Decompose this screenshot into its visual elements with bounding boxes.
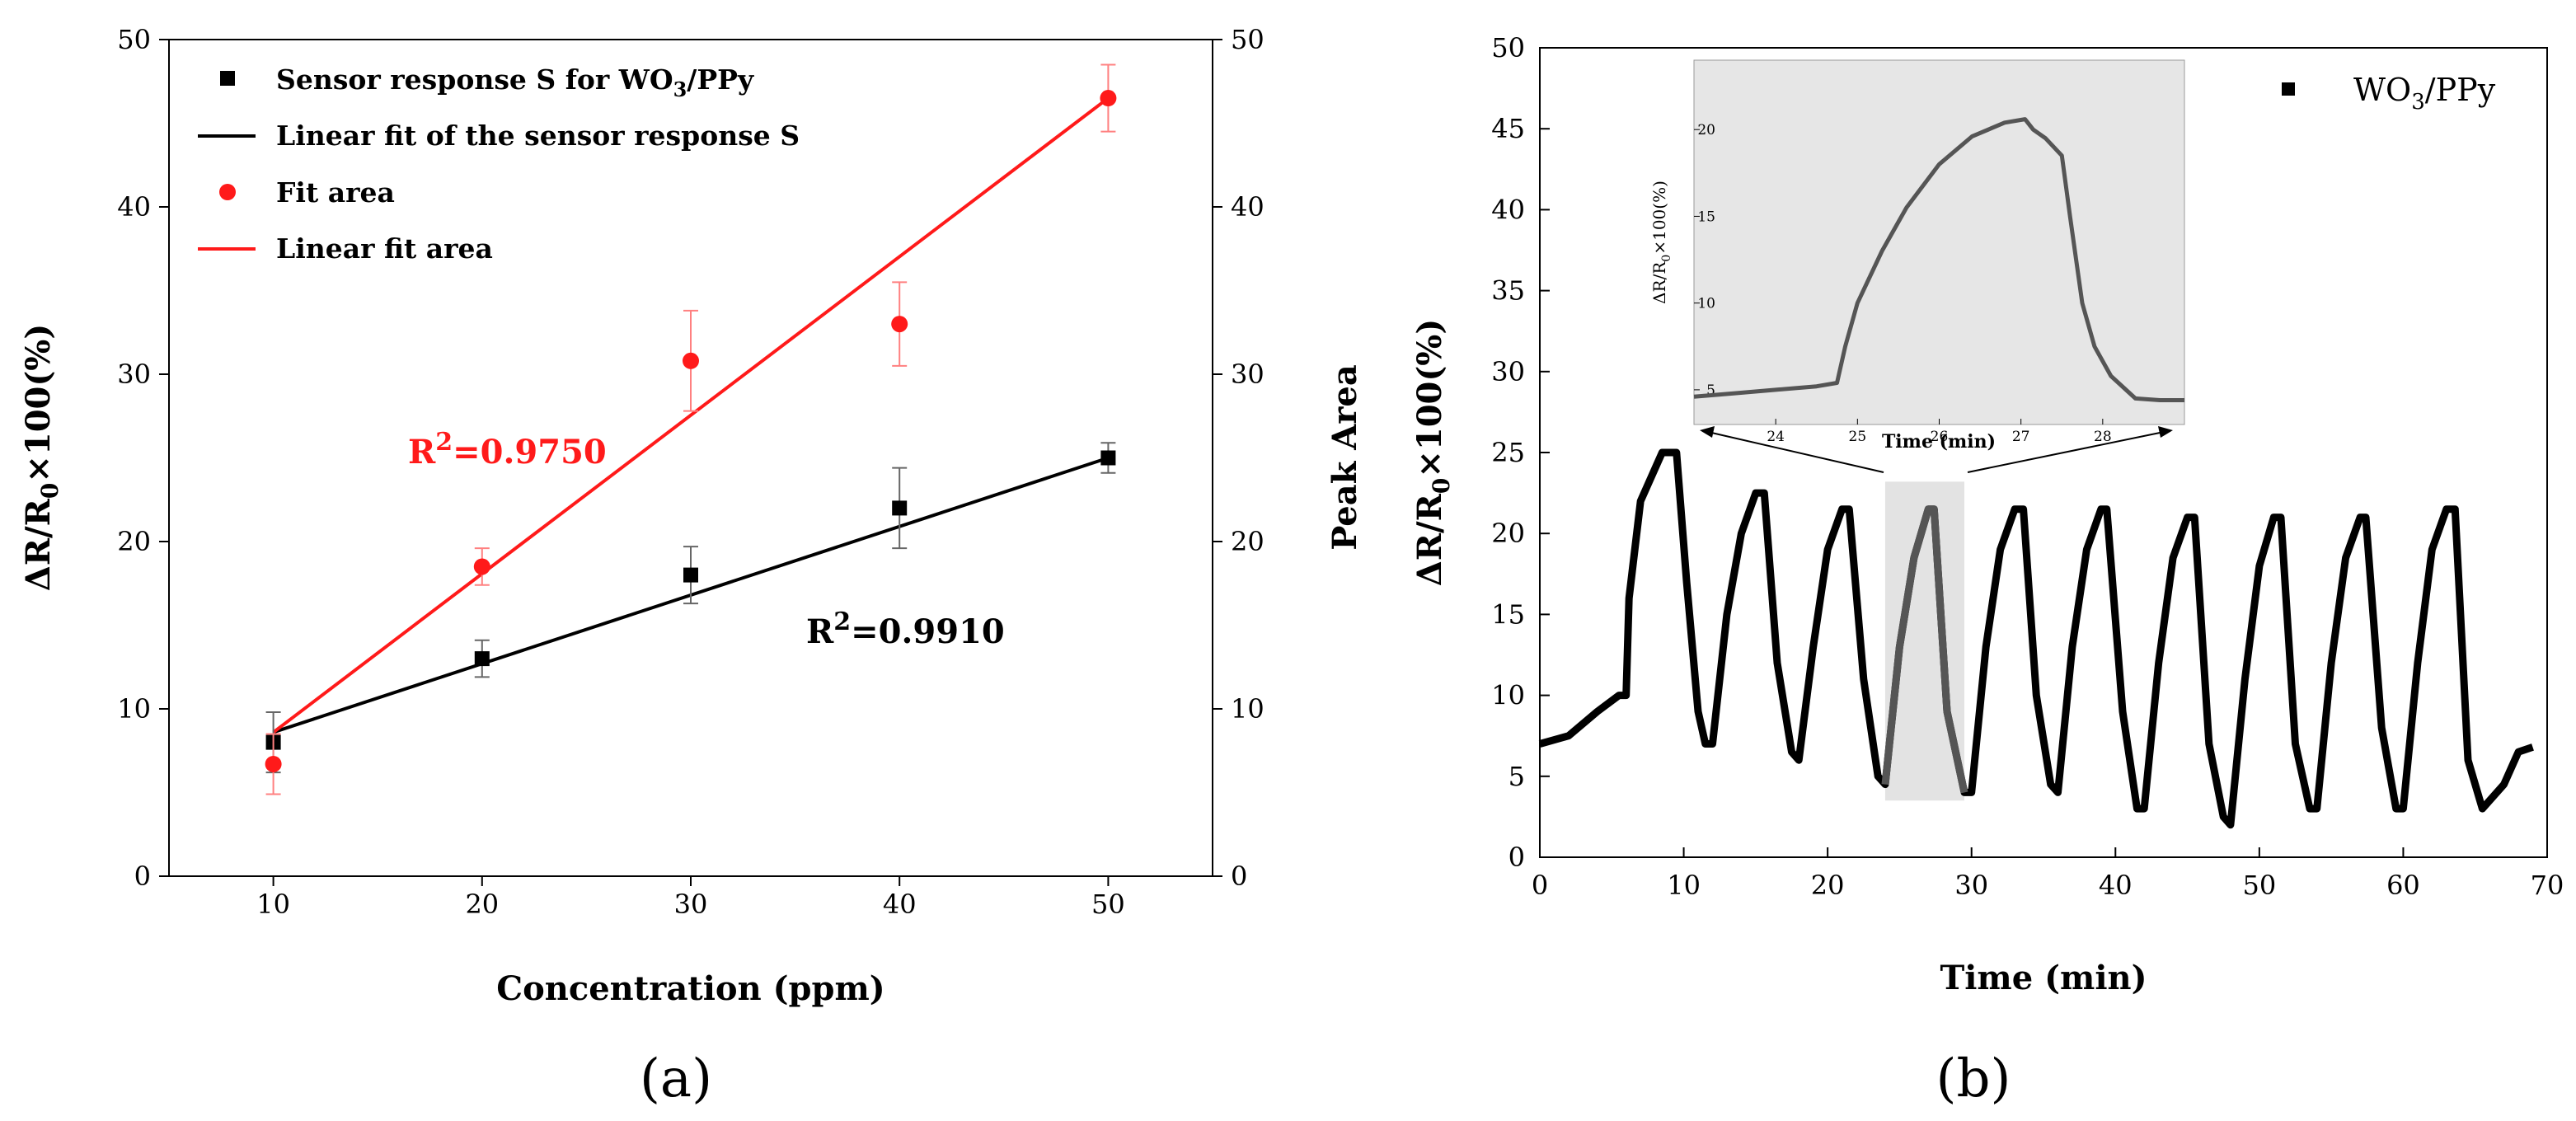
panel-a-frame xyxy=(168,39,1213,877)
panel-a-xlabel: Concentration (ppm) xyxy=(496,969,884,1008)
inset-ylabel: ΔR/R0×100(%) xyxy=(1649,181,1673,304)
data-point-circle xyxy=(891,316,908,333)
r2-black-annotation: R2=0.9910 xyxy=(806,607,1005,651)
data-point-circle xyxy=(1100,90,1117,107)
y-tick-label: 30 xyxy=(117,359,151,390)
x-tick-label: 30 xyxy=(674,889,708,920)
legend-text-linear-fit-s: Linear fit of the sensor response S xyxy=(276,120,800,152)
x-tick-label: 40 xyxy=(883,889,917,920)
r2-red-annotation: R2=0.9750 xyxy=(408,428,607,471)
panel-a-y2label: Peak Area xyxy=(1326,364,1364,551)
inset-x-tick-label: 28 xyxy=(2094,429,2112,445)
x-tick-label: 30 xyxy=(1954,870,1988,901)
data-point-square xyxy=(683,567,698,583)
legend-marker-red-circle xyxy=(219,184,236,200)
inset-chart: 24 25 26 27 28 5 10 15 20 Time (min) ΔR/R0×100(%… xyxy=(1649,59,2185,453)
inset-background xyxy=(1693,59,2185,425)
x-tick-label: 20 xyxy=(465,889,499,920)
inset-y-tick-label: 5 xyxy=(1706,382,1715,399)
y-tick-label: 25 xyxy=(1491,437,1525,468)
y-tick-label: 45 xyxy=(1491,113,1525,144)
x-tick-label: 10 xyxy=(1667,870,1701,901)
inset-y-tick-label: 10 xyxy=(1697,296,1715,312)
inset-y-tick-label: 15 xyxy=(1697,209,1715,225)
legend-text-sensor: Sensor response S for WO3/PPy xyxy=(276,63,754,101)
legend-text-fit-area: Fit area xyxy=(276,176,395,209)
y-tick-label: 40 xyxy=(117,191,151,223)
x-tick-label: 20 xyxy=(1811,870,1845,901)
y-tick-label: 35 xyxy=(1491,275,1525,307)
inset-x-tick-label: 27 xyxy=(2012,429,2030,445)
fit-line-red xyxy=(272,96,1110,734)
data-point-circle xyxy=(473,558,490,575)
panel-a-label: (a) xyxy=(640,1048,712,1109)
panel-a-ylabel: ΔR/R0×100(%) xyxy=(19,324,63,592)
y-tick-label: 10 xyxy=(117,693,151,725)
highlighted-cycle-line xyxy=(1881,505,1968,794)
chart-panel-b: 0 10 20 30 40 50 60 70 0 5 10 15 20 25 30 35 40 45 50 WO3/… xyxy=(1410,32,2564,1109)
data-point-square xyxy=(474,651,490,667)
y-tick-label: 0 xyxy=(134,861,151,892)
y2-tick-label: 0 xyxy=(1231,861,1247,892)
panel-a-legend: Sensor response S for WO3/PPy Linear fit… xyxy=(198,63,800,265)
y-tick-label: 15 xyxy=(1491,598,1525,630)
inset-x-tick-label: 25 xyxy=(1849,429,1867,445)
y-tick-label: 20 xyxy=(117,526,151,557)
y2-tick-label: 40 xyxy=(1231,191,1265,223)
inset-xlabel: Time (min) xyxy=(1882,431,1996,453)
inset-x-tick-label: 26 xyxy=(1931,429,1949,445)
y2-tick-label: 50 xyxy=(1231,24,1265,55)
y2-tick-label: 10 xyxy=(1231,693,1265,725)
panel-b-ylabel: ΔR/R0×100(%) xyxy=(1410,319,1455,587)
x-tick-label: 10 xyxy=(256,889,290,920)
x-tick-label: 40 xyxy=(2099,870,2133,901)
y2-tick-label: 20 xyxy=(1231,526,1265,557)
response-series-line xyxy=(1538,448,2534,829)
legend-marker-square-b xyxy=(2282,82,2295,96)
y-tick-label: 40 xyxy=(1491,194,1525,225)
legend-text-linear-fit-area: Linear fit area xyxy=(276,232,493,265)
legend-marker-square xyxy=(220,71,235,86)
panel-b-xlabel: Time (min) xyxy=(1940,959,2147,997)
y-tick-label: 20 xyxy=(1491,518,1525,549)
x-tick-label: 60 xyxy=(2386,870,2420,901)
data-point-circle xyxy=(265,755,282,772)
data-point-square xyxy=(1100,450,1116,466)
inset-y-tick-label: 20 xyxy=(1697,122,1715,138)
panel-b-label: (b) xyxy=(1936,1048,2011,1109)
y-tick-label: 5 xyxy=(1509,761,1525,792)
legend-text-wo3ppy: WO3/PPy xyxy=(2353,72,2496,115)
zoom-connector-arrows xyxy=(1700,426,2173,473)
x-tick-label: 50 xyxy=(1091,889,1125,920)
data-point-circle xyxy=(683,352,699,369)
y2-tick-label: 30 xyxy=(1231,359,1265,390)
x-tick-label: 70 xyxy=(2531,870,2564,901)
inset-x-tick-label: 24 xyxy=(1767,429,1785,445)
y-tick-label: 50 xyxy=(117,24,151,55)
chart-panel-a: 10 20 30 40 50 0 0 10 10 20 20 30 30 40 40 50 50 Sensor … xyxy=(19,24,1364,1109)
y-tick-label: 10 xyxy=(1491,680,1525,711)
data-point-square xyxy=(892,500,908,516)
y-tick-label: 30 xyxy=(1491,356,1525,387)
inset-series-line xyxy=(1693,117,2184,402)
x-tick-label: 50 xyxy=(2242,870,2276,901)
x-tick-label: 0 xyxy=(1532,870,1548,901)
y-tick-label: 50 xyxy=(1491,32,1525,63)
panel-b-frame xyxy=(1539,47,2548,858)
y-tick-label: 0 xyxy=(1509,842,1525,873)
